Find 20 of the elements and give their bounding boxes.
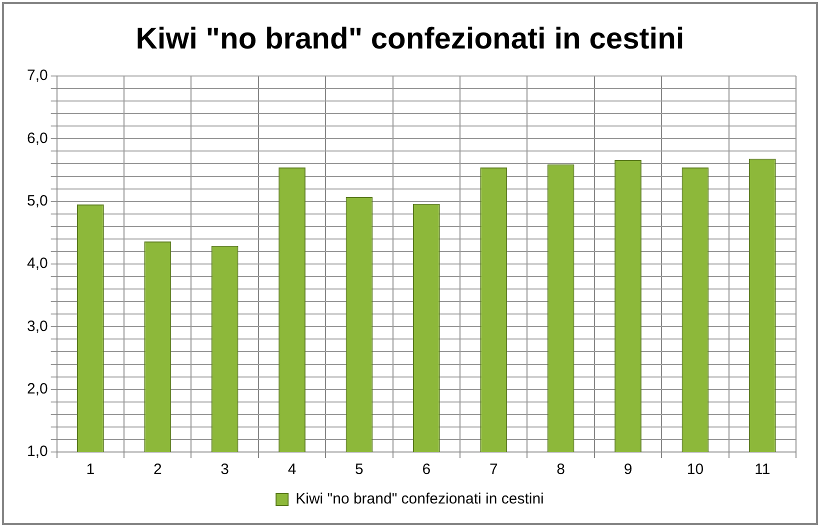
chart-title: Kiwi "no brand" confezionati in cestini xyxy=(136,22,684,56)
y-tick-label: 1,0 xyxy=(26,443,48,460)
x-tick-label: 10 xyxy=(686,461,704,478)
x-tick-label: 8 xyxy=(556,461,565,478)
x-tick-label: 1 xyxy=(86,461,95,478)
legend-label: Kiwi "no brand" confezionati in cestini xyxy=(296,490,544,508)
y-tick-label: 5,0 xyxy=(26,192,48,210)
y-tick-label: 7,0 xyxy=(26,67,48,84)
x-tick-label: 11 xyxy=(754,461,770,478)
x-tick-label: 6 xyxy=(422,461,431,478)
y-tick-label: 4,0 xyxy=(26,255,48,272)
y-tick-label: 2,0 xyxy=(26,380,48,398)
x-tick-label: 7 xyxy=(489,461,498,478)
y-tick-label: 3,0 xyxy=(26,318,48,335)
x-tick-label: 3 xyxy=(220,461,230,478)
y-tick-label: 6,0 xyxy=(26,130,48,147)
x-tick-label: 4 xyxy=(288,461,296,478)
x-tick-label: 2 xyxy=(153,461,162,478)
x-tick-label: 5 xyxy=(355,461,364,478)
x-tick-label: 9 xyxy=(624,461,632,478)
